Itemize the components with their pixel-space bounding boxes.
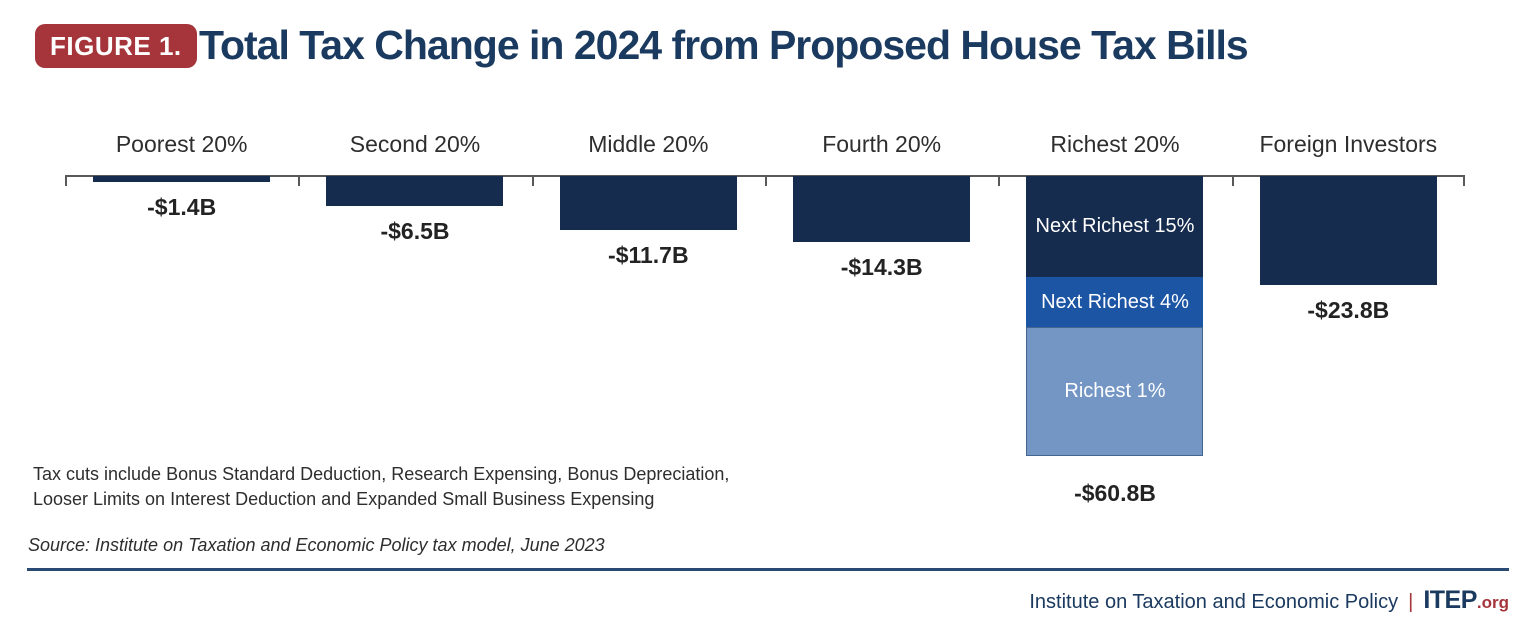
- bar-segment: Richest 1%: [1026, 327, 1204, 456]
- source-note: Source: Institute on Taxation and Econom…: [28, 535, 605, 555]
- bar: [793, 176, 971, 242]
- bar: [93, 176, 271, 182]
- figure-title: Total Tax Change in 2024 from Proposed H…: [199, 22, 1249, 68]
- category-label: Middle 20%: [588, 131, 709, 157]
- segment-label: Richest 1%: [1064, 380, 1166, 402]
- axis-tick: [998, 175, 1001, 186]
- footer-divider: [27, 568, 1509, 571]
- axis-tick: [65, 175, 67, 186]
- segment-label: Next Richest 4%: [1041, 290, 1189, 313]
- footer-brand-wrap: ITEP .org: [1423, 586, 1509, 615]
- bar-segment: Next Richest 15%: [1026, 176, 1204, 277]
- axis-tick: [298, 175, 301, 186]
- category-label: Foreign Investors: [1259, 131, 1438, 157]
- value-label: -$6.5B: [380, 218, 450, 244]
- category-label: Second 20%: [349, 131, 481, 157]
- segment-label: Next Richest 15%: [1035, 215, 1195, 237]
- value-label: -$1.4B: [147, 194, 217, 220]
- category-label: Fourth 20%: [822, 131, 942, 157]
- value-label: -$11.7B: [608, 242, 689, 268]
- bar: [1259, 176, 1437, 285]
- footer-branding: Institute on Taxation and Economic Polic…: [1029, 586, 1509, 615]
- bar-segment: Next Richest 4%: [1026, 277, 1204, 327]
- figure-number-badge: FIGURE 1.: [35, 24, 197, 68]
- footer-brand-org: .org: [1476, 593, 1509, 612]
- footer-brand-itep: ITEP: [1423, 586, 1477, 614]
- bar: [559, 176, 737, 230]
- category-label: Poorest 20%: [115, 131, 248, 157]
- axis-tick: [531, 175, 534, 186]
- value-label: -$23.8B: [1307, 297, 1390, 323]
- value-label: -$14.3B: [840, 254, 923, 280]
- footnote-line-2: Looser Limits on Interest Deduction and …: [33, 489, 655, 509]
- footnote-line-1: Tax cuts include Bonus Standard Deductio…: [33, 464, 730, 484]
- category-label: Richest 20%: [1050, 131, 1180, 157]
- footer-institute-name: Institute on Taxation and Economic Polic…: [1029, 591, 1399, 613]
- value-label: -$60.8B: [1074, 480, 1156, 506]
- axis-tick: [1231, 175, 1234, 186]
- footer-separator: |: [1408, 591, 1414, 613]
- axis-tick: [1462, 175, 1465, 186]
- bar: [326, 176, 504, 206]
- axis-tick: [764, 175, 767, 186]
- footnote: Tax cuts include Bonus Standard Deductio…: [33, 462, 729, 512]
